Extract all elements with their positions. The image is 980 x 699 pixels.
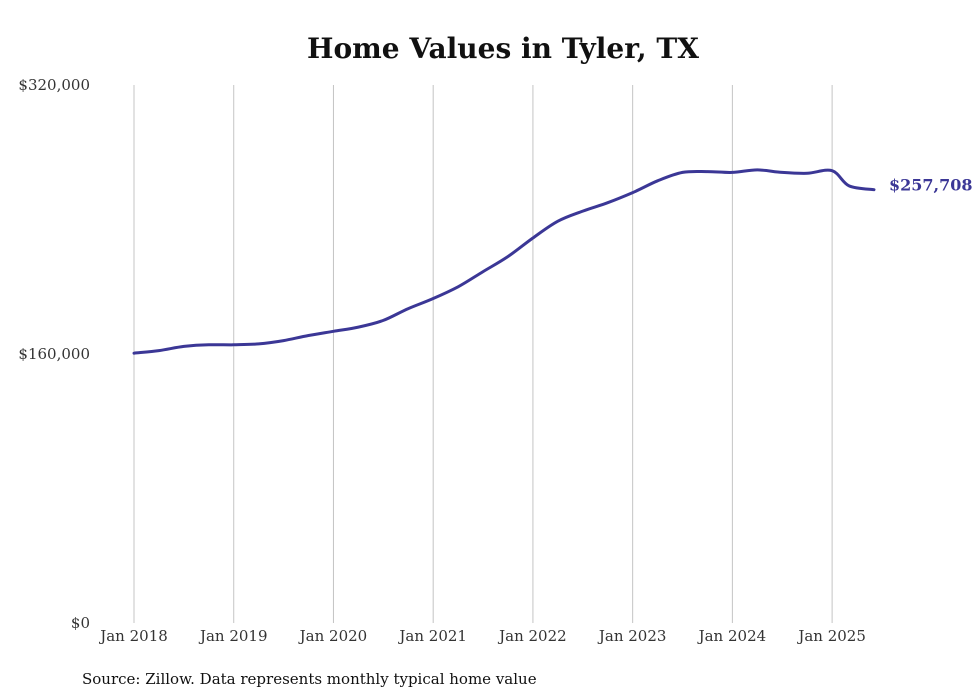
x-axis-ticks: Jan 2018 Jan 2019 Jan 2020 Jan 2021 Jan 2022… [98, 627, 866, 645]
source-note: Source: Zillow. Data represents monthly … [82, 670, 537, 688]
x-tick-label: Jan 2022 [497, 627, 567, 645]
x-tick-label: Jan 2018 [98, 627, 168, 645]
x-tick-label: Jan 2019 [198, 627, 268, 645]
y-axis-ticks: $0 $160,000 $320,000 [18, 76, 90, 632]
x-tick-label: Jan 2021 [397, 627, 467, 645]
y-tick-label: $160,000 [18, 345, 90, 363]
chart-title: Home Values in Tyler, TX [307, 32, 699, 65]
x-tick-label: Jan 2024 [697, 627, 767, 645]
x-tick-label: Jan 2025 [796, 627, 866, 645]
x-tick-label: Jan 2020 [298, 627, 368, 645]
latest-value-label: $257,708 [889, 176, 973, 195]
x-tick-label: Jan 2023 [597, 627, 667, 645]
gridlines [133, 85, 833, 623]
y-tick-label: $0 [71, 614, 90, 632]
home-value-line [132, 168, 876, 355]
y-tick-label: $320,000 [18, 76, 90, 94]
